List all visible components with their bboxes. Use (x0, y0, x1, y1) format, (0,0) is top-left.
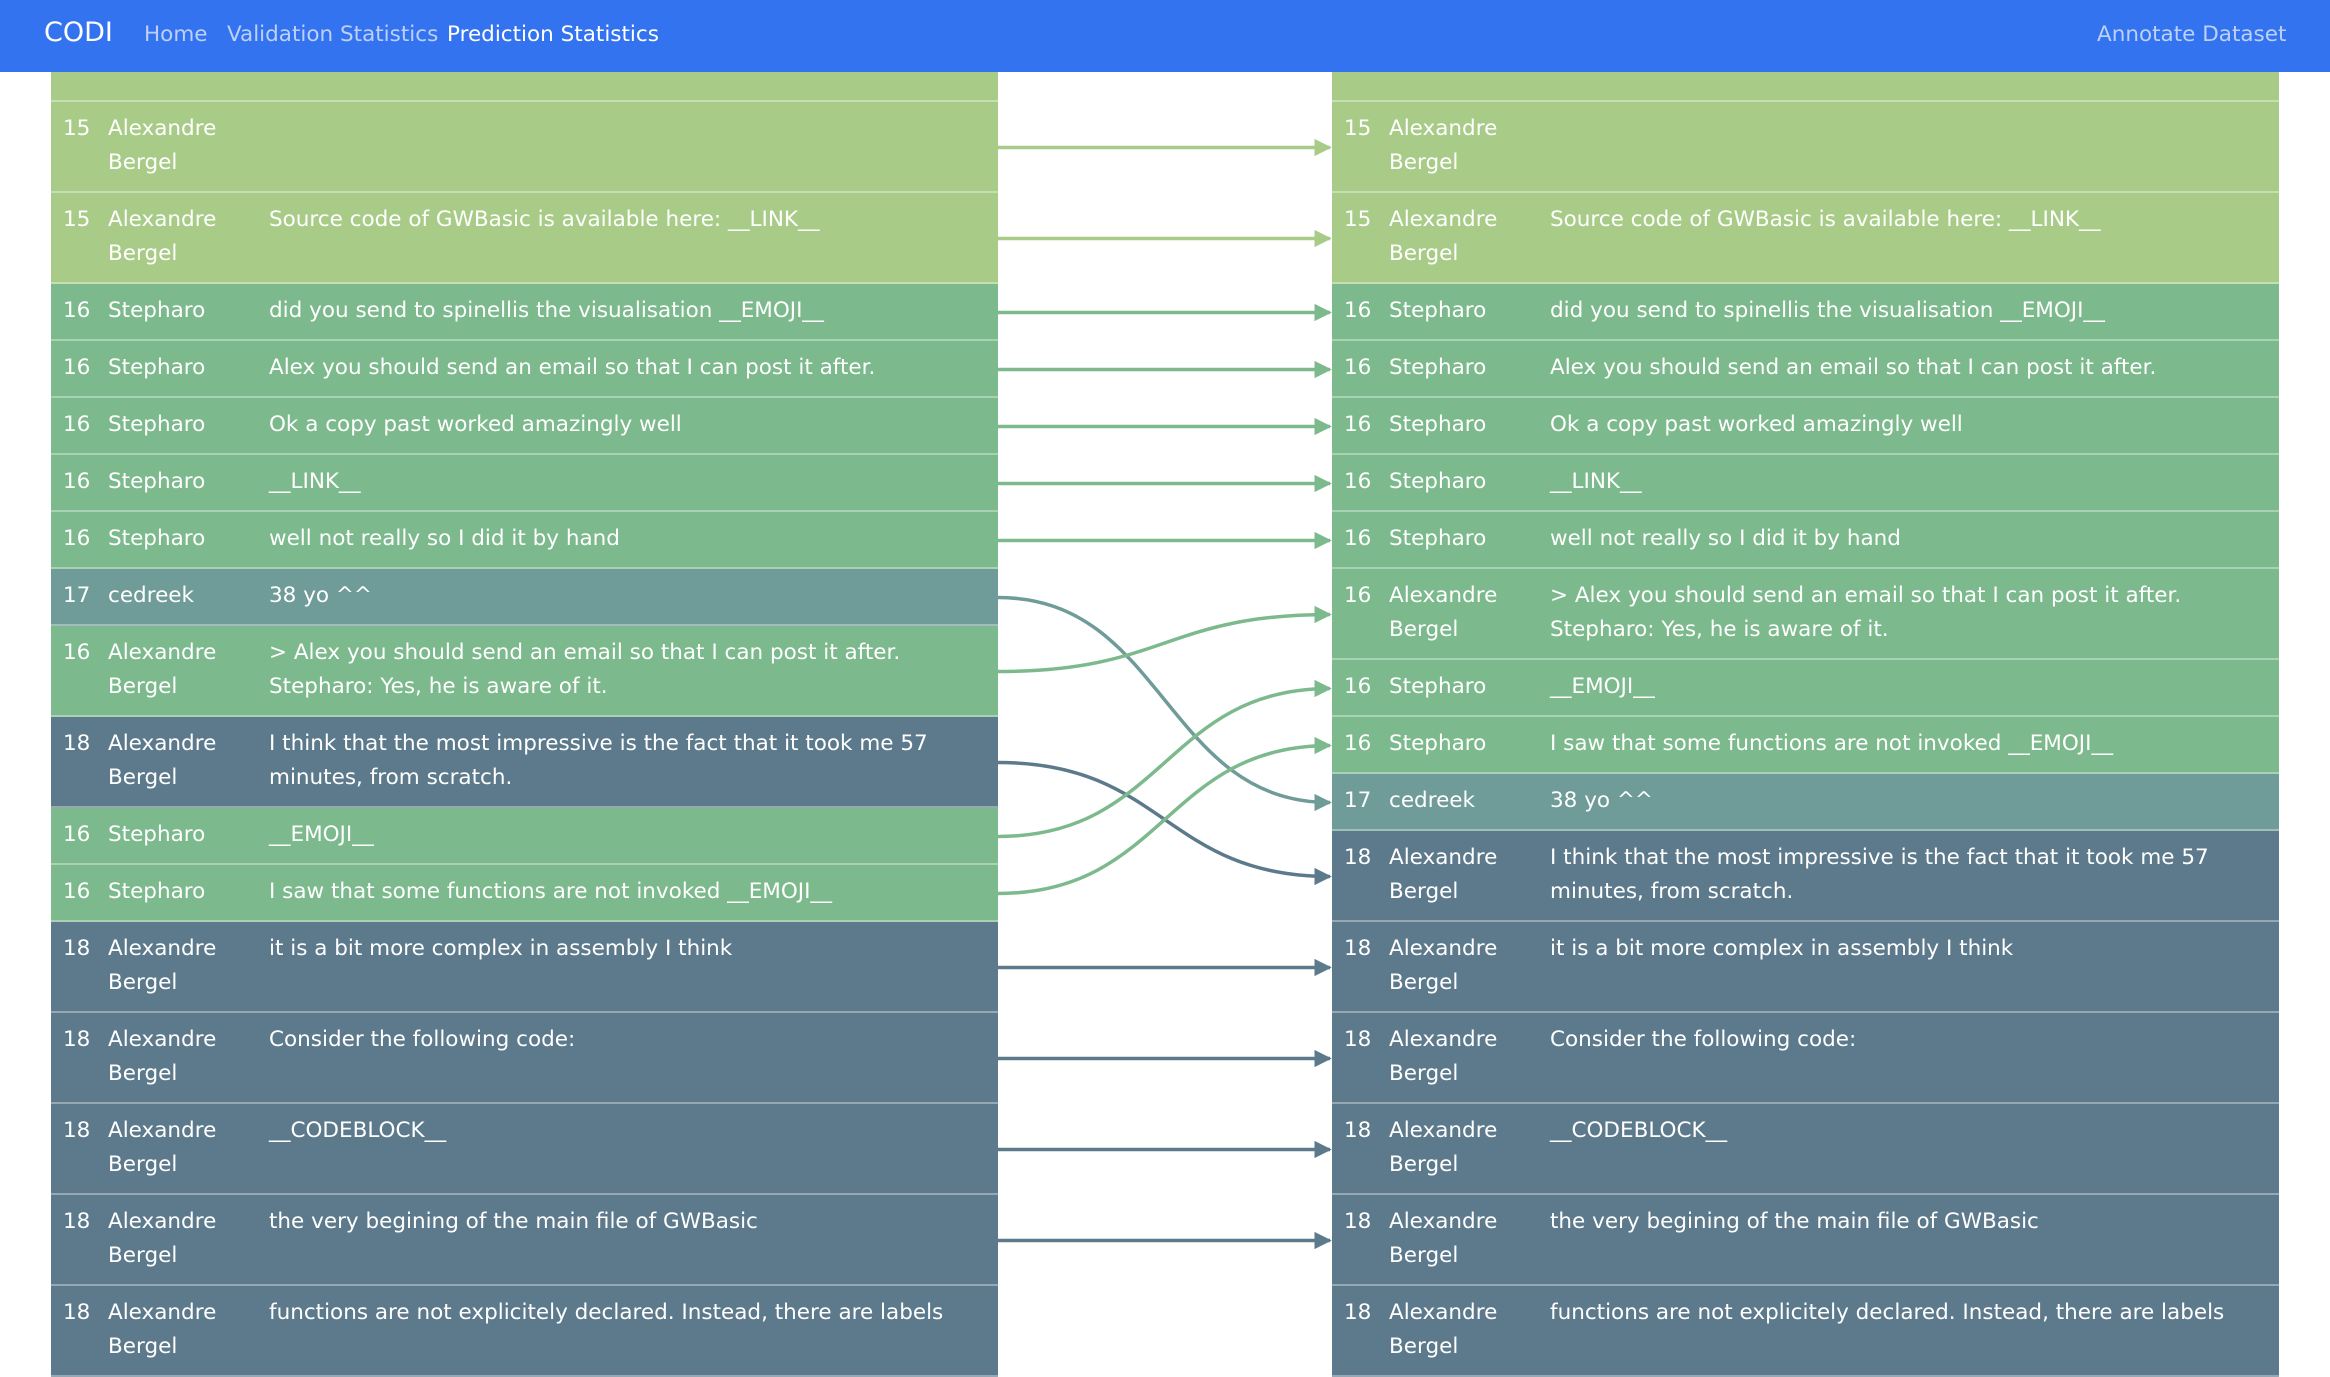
nav-link-prediction-statistics[interactable]: Prediction Statistics (447, 22, 659, 47)
navbar: CODI Home Validation Statistics Predicti… (0, 0, 2330, 72)
link-overlay (0, 0, 2330, 1312)
nav-link-home[interactable]: Home (144, 22, 208, 47)
message-link-arrow (998, 615, 1330, 672)
brand-logo[interactable]: CODI (44, 17, 113, 48)
message-link-arrow (998, 689, 1330, 837)
nav-link-annotate-dataset[interactable]: Annotate Dataset (2097, 22, 2286, 47)
nav-link-validation-statistics[interactable]: Validation Statistics (227, 22, 438, 47)
message-link-arrow (998, 598, 1330, 803)
